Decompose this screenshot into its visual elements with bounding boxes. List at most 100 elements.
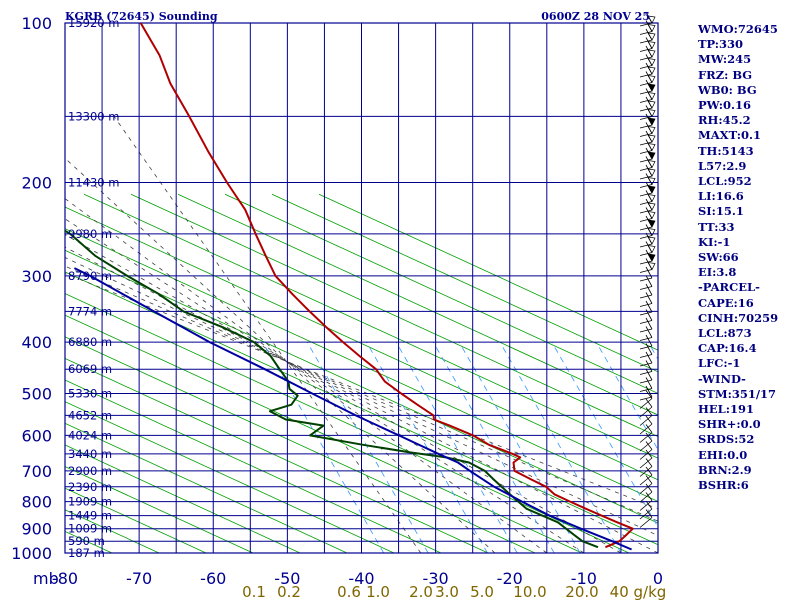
axis-labels: 15920 m 13300 m 11430 m 9980 m 8790 m 7774 m 6…: [11, 14, 666, 600]
mixing-ratio-line: [551, 341, 658, 528]
wind-barb-icon: [639, 28, 656, 44]
index-item: -PARCEL-: [698, 280, 760, 295]
wind-barb-icon: [639, 164, 656, 180]
pressure-tick-label: 600: [21, 426, 52, 445]
index-item: EHI:0.0: [698, 447, 748, 462]
temperature-line: [139, 23, 634, 549]
pressure-tick-label: 700: [21, 462, 52, 481]
wind-barb-icon: [639, 432, 653, 452]
temperature-tick-label: 0: [653, 569, 663, 588]
index-item: TP:330: [698, 37, 744, 52]
chart-datetime: 0600Z 28 NOV 25: [541, 10, 650, 23]
wind-barb-icon: [639, 360, 653, 375]
index-item: RH:45.2: [698, 113, 751, 128]
pressure-tick-label: 200: [21, 174, 52, 193]
wind-barb-icon: [639, 449, 653, 469]
mixing-ratio-label: 20.0: [565, 583, 598, 600]
wind-barb-icon: [639, 368, 653, 384]
parcel-line: [73, 267, 632, 551]
wind-barb-icon: [639, 398, 653, 418]
height-label: 4652 m: [68, 408, 112, 422]
index-item: TH:5143: [698, 143, 754, 158]
height-label: 2900 m: [68, 464, 112, 478]
index-item: WB0: BG: [698, 82, 757, 97]
wind-barb-icon: [639, 190, 656, 205]
height-label: 6069 m: [68, 362, 112, 376]
wind-barb-icon: [639, 385, 653, 401]
wind-barb-icon: [639, 198, 656, 214]
temperature-tick-label: -20: [497, 569, 523, 588]
temperature-tick-label: -10: [571, 569, 597, 588]
dry-adiabat-line: [65, 444, 301, 553]
index-item: SRDS:52: [698, 432, 755, 447]
temperature-tick-label: -80: [52, 569, 78, 588]
moist-adiabat-line: [65, 234, 622, 553]
wind-barb-icon: [639, 147, 656, 163]
height-label: 9980 m: [68, 227, 112, 241]
index-item: KI:-1: [698, 234, 731, 249]
wind-barb-icon: [639, 424, 653, 443]
wind-barb-icon: [639, 181, 656, 197]
height-label: 187 m: [68, 546, 105, 560]
wind-barb-icon: [639, 249, 656, 265]
wind-barb-icon: [639, 309, 653, 324]
index-item: LCL:873: [698, 326, 752, 341]
index-item: FRZ: BG: [698, 67, 753, 82]
temperature-tick-label: -40: [348, 569, 374, 588]
wind-barb-icon: [639, 390, 653, 409]
wind-barb-icon: [639, 509, 653, 528]
wind-barb-icon: [639, 88, 656, 103]
wind-barb-icon: [639, 122, 656, 137]
height-label: 2390 m: [68, 480, 112, 494]
dewpoint-line: [65, 229, 599, 549]
index-item: EI:3.8: [698, 265, 737, 280]
wind-barb-icon: [639, 266, 653, 282]
dry-adiabat-line: [65, 357, 489, 553]
index-item: LCL:952: [698, 174, 752, 189]
moist-adiabat-line: [113, 116, 422, 553]
wind-barb-icon: [639, 492, 653, 511]
plot-frame: [64, 22, 659, 554]
index-item: STM:351/17: [698, 386, 777, 401]
wind-barb-icon: [639, 458, 653, 477]
wind-barb-icon: [639, 96, 656, 112]
wind-barb-icon: [639, 45, 656, 61]
isobar-isotherm-grid: [64, 22, 659, 554]
wind-barbs: [639, 11, 656, 528]
wind-barb-icon: [639, 343, 653, 358]
wind-barb-icon: [639, 11, 656, 27]
dry-adiabat-line: [65, 487, 207, 553]
mixing-ratio-label: 0.6: [337, 583, 361, 600]
pressure-tick-label: 900: [21, 520, 52, 539]
wind-barb-icon: [639, 275, 653, 290]
dry-adiabat-line: [0, 194, 18, 553]
mixing-ratio-label: 0.1: [242, 583, 266, 600]
index-item: LFC:-1: [698, 356, 741, 371]
dry-adiabat-line: [83, 193, 658, 459]
mixing-ratio-label: 40 g/kg: [610, 583, 667, 600]
dry-adiabat-line: [65, 466, 254, 553]
wind-barb-icon: [639, 54, 656, 69]
height-label: 8790 m: [68, 269, 112, 283]
wind-barb-icon: [639, 466, 653, 486]
wind-barb-icon: [639, 139, 656, 154]
index-item: CAPE:16: [698, 295, 754, 310]
wind-barb-icon: [639, 224, 656, 239]
pressure-tick-label: 300: [21, 267, 52, 286]
moist-adiabat-line: [65, 218, 585, 553]
index-item: L57:2.9: [698, 158, 747, 173]
wind-barb-icon: [639, 377, 653, 392]
height-label: 5330 m: [68, 386, 112, 400]
temperature-tick-label: -70: [126, 569, 152, 588]
dry-adiabat-line: [177, 193, 658, 416]
dry-adiabat-line: [65, 314, 583, 553]
moist-adiabat-line: [65, 198, 548, 553]
dry-adiabat-line: [65, 249, 658, 524]
index-item: MW:245: [698, 52, 752, 67]
mixing-ratio-label: 5.0: [470, 583, 494, 600]
dry-adiabat-line: [224, 193, 658, 394]
height-label: 13300 m: [68, 109, 119, 123]
index-item: CINH:70259: [698, 310, 779, 325]
moist-adiabat-line: [65, 257, 658, 537]
